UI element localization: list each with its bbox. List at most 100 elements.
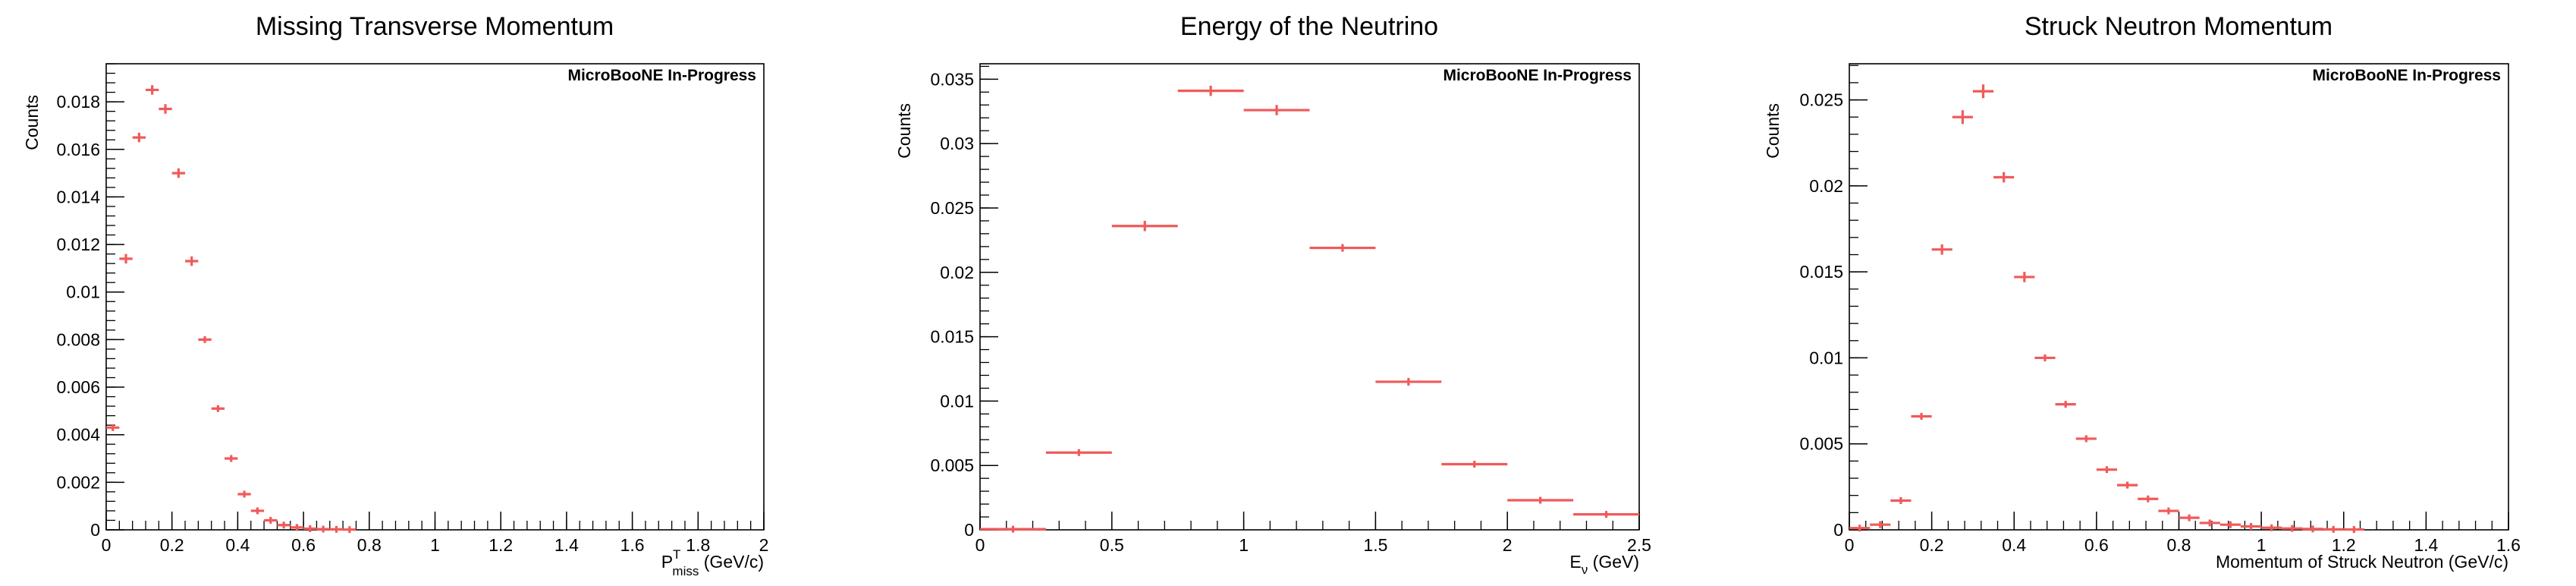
data-point [2302,525,2323,533]
y-tick-label: 0.035 [930,69,974,89]
x-tick-label: 0.6 [2084,535,2109,555]
series-1 [1849,84,2364,534]
x-tick-label: 2 [759,535,769,555]
x-tick-label: 1.4 [554,535,579,555]
x-tick-label: 0.8 [2167,535,2191,555]
data-point [980,525,1046,533]
data-point [1952,110,1973,124]
data-point [1870,521,1891,528]
y-tick-label: 0.01 [66,282,100,302]
data-point [2075,435,2097,443]
y-tick-label: 0.014 [56,187,100,206]
data-point [119,254,133,264]
data-point [316,525,330,533]
x-tick-label: 0.2 [1920,535,1944,555]
data-point [225,455,238,462]
y-tick-label: 0.01 [940,391,974,411]
data-point [159,104,172,114]
x-tick-label: 1.6 [2496,535,2521,555]
y-tick-label: 0.012 [56,235,100,254]
data-point [132,132,146,143]
x-tick-label: 0.6 [291,535,316,555]
chart-title: Struck Neutron Momentum [2025,12,2333,41]
x-tick-label: 1.8 [686,535,710,555]
y-axis-label: Counts [894,103,914,159]
y-tick-label: 0.006 [56,377,100,397]
x-tick-label: 0.8 [357,535,382,555]
data-point [2240,522,2262,530]
y-tick-label: 0 [90,520,100,540]
data-point [1309,244,1376,252]
data-point [1573,511,1639,518]
chart-title: Missing Transverse Momentum [256,12,614,41]
chart-title: Energy of the Neutrino [1180,12,1438,41]
data-point [198,336,212,343]
data-point [2323,525,2344,533]
data-point [290,524,304,531]
y-tick-label: 0.005 [1799,434,1843,454]
y-tick-label: 0.015 [1799,262,1843,282]
y-tick-label: 0.025 [930,198,974,218]
data-point [1931,244,1952,255]
y-tick-label: 0.02 [940,263,974,282]
series-1 [980,85,1639,533]
y-axis-label: Counts [22,95,42,150]
data-point [250,507,265,515]
x-tick-label: 1.4 [2414,535,2438,555]
data-point [185,256,199,266]
x-tick-label: 1 [1239,535,1249,555]
x-tick-label: 0 [975,535,985,555]
data-point [1507,496,1574,504]
y-tick-label: 0.008 [56,329,100,349]
x-tick-label: 1 [430,535,440,555]
data-point [2282,525,2303,532]
data-point [2261,524,2282,531]
data-point [2034,354,2056,361]
data-point [303,525,317,532]
plot-frame [1849,63,2509,531]
x-tick-label: 0.2 [160,535,184,555]
data-point [106,424,120,431]
data-point [1972,84,1994,99]
x-tick-label: 1.5 [1363,535,1387,555]
x-tick-label: 2.5 [1627,535,1651,555]
y-tick-label: 0.016 [56,140,100,159]
x-tick-label: 0.4 [2002,535,2026,555]
chart-panel-1: Missing Transverse Momentum MicroBooNE In… [22,12,768,578]
y-tick-label: 0.025 [1799,90,1843,110]
data-point [1911,412,1932,420]
x-tick-label: 2 [1503,535,1513,555]
y-tick-label: 0.018 [56,92,100,112]
data-point [264,516,278,524]
y-tick-label: 0.005 [930,455,974,475]
x-axis-label: Eν (GeV) [1569,552,1639,577]
microboone-badge: MicroBooNE In-Progress [567,67,756,84]
y-axis-label: Counts [1763,103,1783,159]
data-point [1045,449,1112,456]
y-tick-label: 0.002 [56,472,100,492]
data-point [1375,377,1442,386]
data-point [2199,519,2220,527]
data-point [2179,514,2200,521]
y-tick-label: 0.03 [940,134,974,153]
data-point [1177,85,1244,96]
data-point [329,525,344,533]
data-point [1111,220,1178,232]
x-tick-label: 0 [1845,535,1855,555]
data-point [1441,460,1508,468]
plot-frame [979,63,1640,531]
y-tick-label: 0.01 [1809,348,1843,367]
microboone-badge: MicroBooNE In-Progress [1443,67,1632,84]
chart-panel-2: Energy of the Neutrino MicroBooNE In-Prog… [894,12,1651,577]
x-axis-label: Momentum of Struck Neutron (GeV/c) [2216,552,2508,572]
data-point [1890,496,1912,504]
y-tick-label: 0 [1833,520,1843,540]
data-point [2014,272,2035,282]
data-point [1849,525,1871,532]
y-tick-label: 0.004 [56,425,100,445]
data-point [1243,105,1310,115]
data-point [2138,495,2159,503]
y-tick-label: 0 [964,520,974,540]
data-point [277,521,291,529]
